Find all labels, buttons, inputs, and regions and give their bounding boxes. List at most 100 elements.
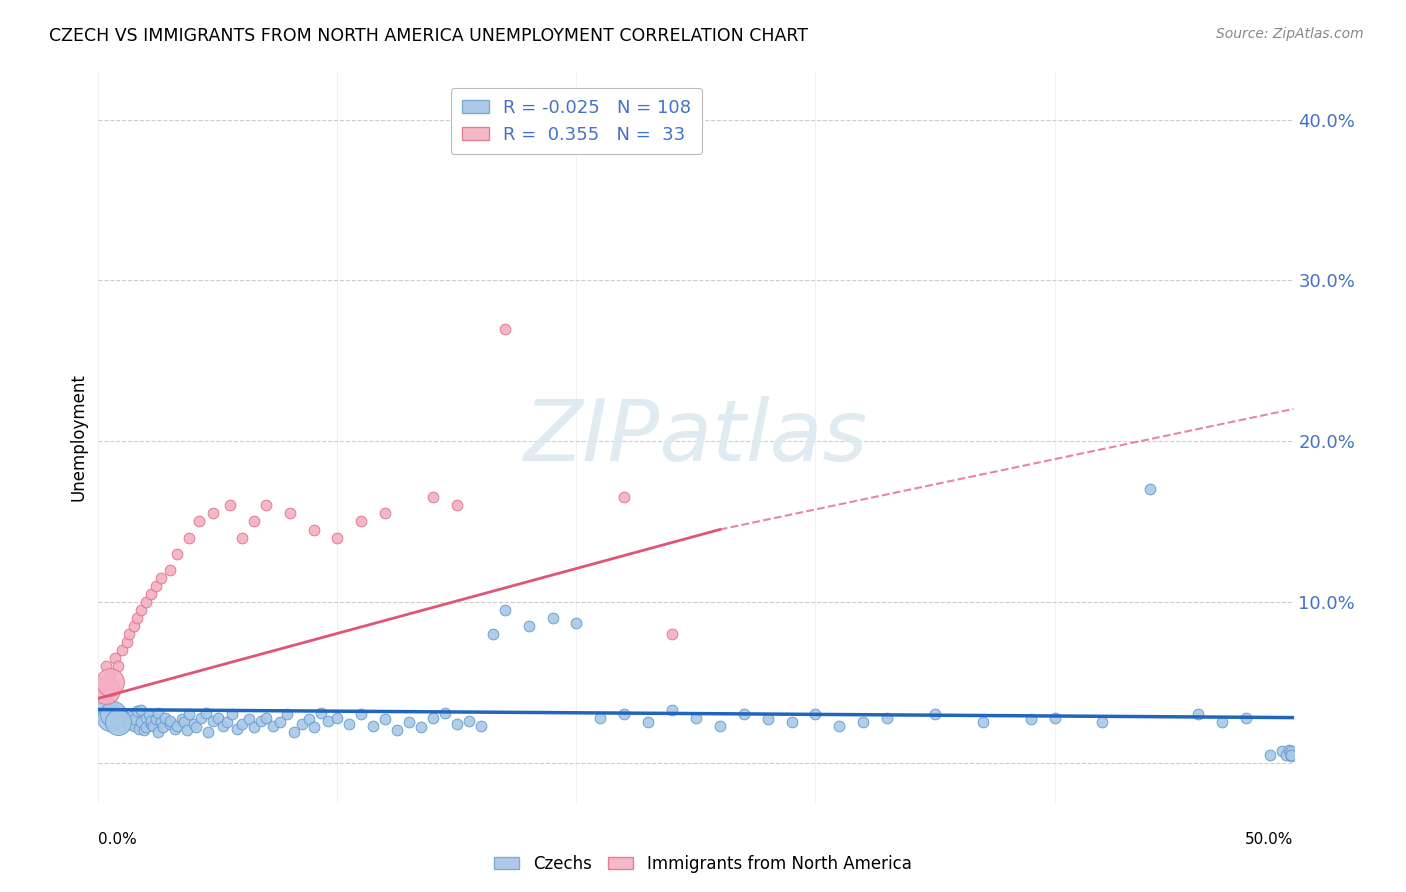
Point — [565, 615, 588, 630]
Point — [172, 712, 194, 726]
Point — [159, 563, 181, 577]
Point — [458, 714, 481, 728]
Point — [176, 723, 198, 738]
Point — [121, 709, 143, 723]
Point — [350, 515, 373, 529]
Text: ZIPatlas: ZIPatlas — [524, 395, 868, 479]
Point — [131, 715, 153, 730]
Point — [613, 707, 636, 722]
Point — [107, 659, 129, 673]
Point — [139, 587, 162, 601]
Point — [804, 707, 827, 722]
Point — [250, 714, 273, 728]
Point — [278, 507, 301, 521]
Point — [852, 715, 875, 730]
Point — [262, 718, 284, 732]
Point — [118, 627, 141, 641]
Point — [302, 720, 325, 734]
Point — [107, 710, 129, 724]
Point — [238, 712, 260, 726]
Point — [139, 714, 162, 728]
Point — [139, 717, 162, 731]
Point — [494, 321, 516, 335]
Point — [374, 712, 396, 726]
Point — [98, 675, 122, 690]
Point — [98, 710, 122, 724]
Point — [104, 651, 127, 665]
Point — [434, 706, 457, 720]
Point — [107, 715, 129, 730]
Point — [125, 611, 148, 625]
Point — [1278, 743, 1301, 757]
Point — [231, 531, 253, 545]
Point — [111, 706, 134, 720]
Point — [202, 507, 225, 521]
Point — [166, 718, 188, 732]
Point — [637, 715, 659, 730]
Point — [145, 712, 167, 726]
Y-axis label: Unemployment: Unemployment — [69, 373, 87, 501]
Point — [142, 718, 165, 732]
Point — [1234, 710, 1257, 724]
Point — [924, 707, 946, 722]
Point — [385, 723, 409, 738]
Point — [111, 720, 134, 734]
Point — [94, 659, 117, 673]
Point — [283, 725, 305, 739]
Point — [197, 725, 219, 739]
Point — [187, 515, 209, 529]
Point — [155, 710, 177, 724]
Point — [1275, 747, 1298, 762]
Point — [243, 720, 266, 734]
Point — [211, 718, 233, 732]
Point — [128, 722, 150, 736]
Point — [124, 718, 146, 732]
Point — [661, 627, 683, 641]
Point — [145, 579, 167, 593]
Point — [98, 667, 122, 681]
Point — [202, 714, 225, 728]
Point — [183, 717, 205, 731]
Point — [1258, 747, 1281, 762]
Point — [398, 715, 420, 730]
Point — [613, 491, 636, 505]
Point — [326, 531, 349, 545]
Point — [219, 499, 242, 513]
Point — [152, 720, 174, 734]
Point — [339, 717, 361, 731]
Point — [1211, 715, 1233, 730]
Point — [780, 715, 803, 730]
Point — [876, 710, 898, 724]
Point — [1019, 712, 1042, 726]
Point — [302, 523, 325, 537]
Point — [326, 710, 349, 724]
Point — [1279, 749, 1302, 764]
Point — [363, 718, 385, 732]
Point — [276, 707, 298, 722]
Point — [115, 714, 138, 728]
Point — [195, 706, 218, 720]
Point — [972, 715, 994, 730]
Point — [470, 718, 492, 732]
Point — [94, 683, 117, 698]
Point — [481, 627, 505, 641]
Point — [149, 571, 172, 585]
Point — [661, 702, 683, 716]
Point — [131, 702, 153, 716]
Point — [207, 710, 229, 724]
Point — [1279, 744, 1302, 758]
Point — [94, 702, 117, 716]
Point — [149, 715, 172, 730]
Point — [131, 603, 153, 617]
Text: CZECH VS IMMIGRANTS FROM NORTH AMERICA UNEMPLOYMENT CORRELATION CHART: CZECH VS IMMIGRANTS FROM NORTH AMERICA U… — [49, 27, 808, 45]
Point — [828, 718, 851, 732]
Point — [135, 710, 157, 724]
Point — [124, 712, 146, 726]
Legend: R = -0.025   N = 108, R =  0.355   N =  33: R = -0.025 N = 108, R = 0.355 N = 33 — [451, 87, 702, 154]
Point — [190, 710, 212, 724]
Point — [494, 603, 516, 617]
Point — [756, 712, 779, 726]
Point — [1187, 707, 1209, 722]
Point — [179, 531, 201, 545]
Point — [111, 643, 134, 657]
